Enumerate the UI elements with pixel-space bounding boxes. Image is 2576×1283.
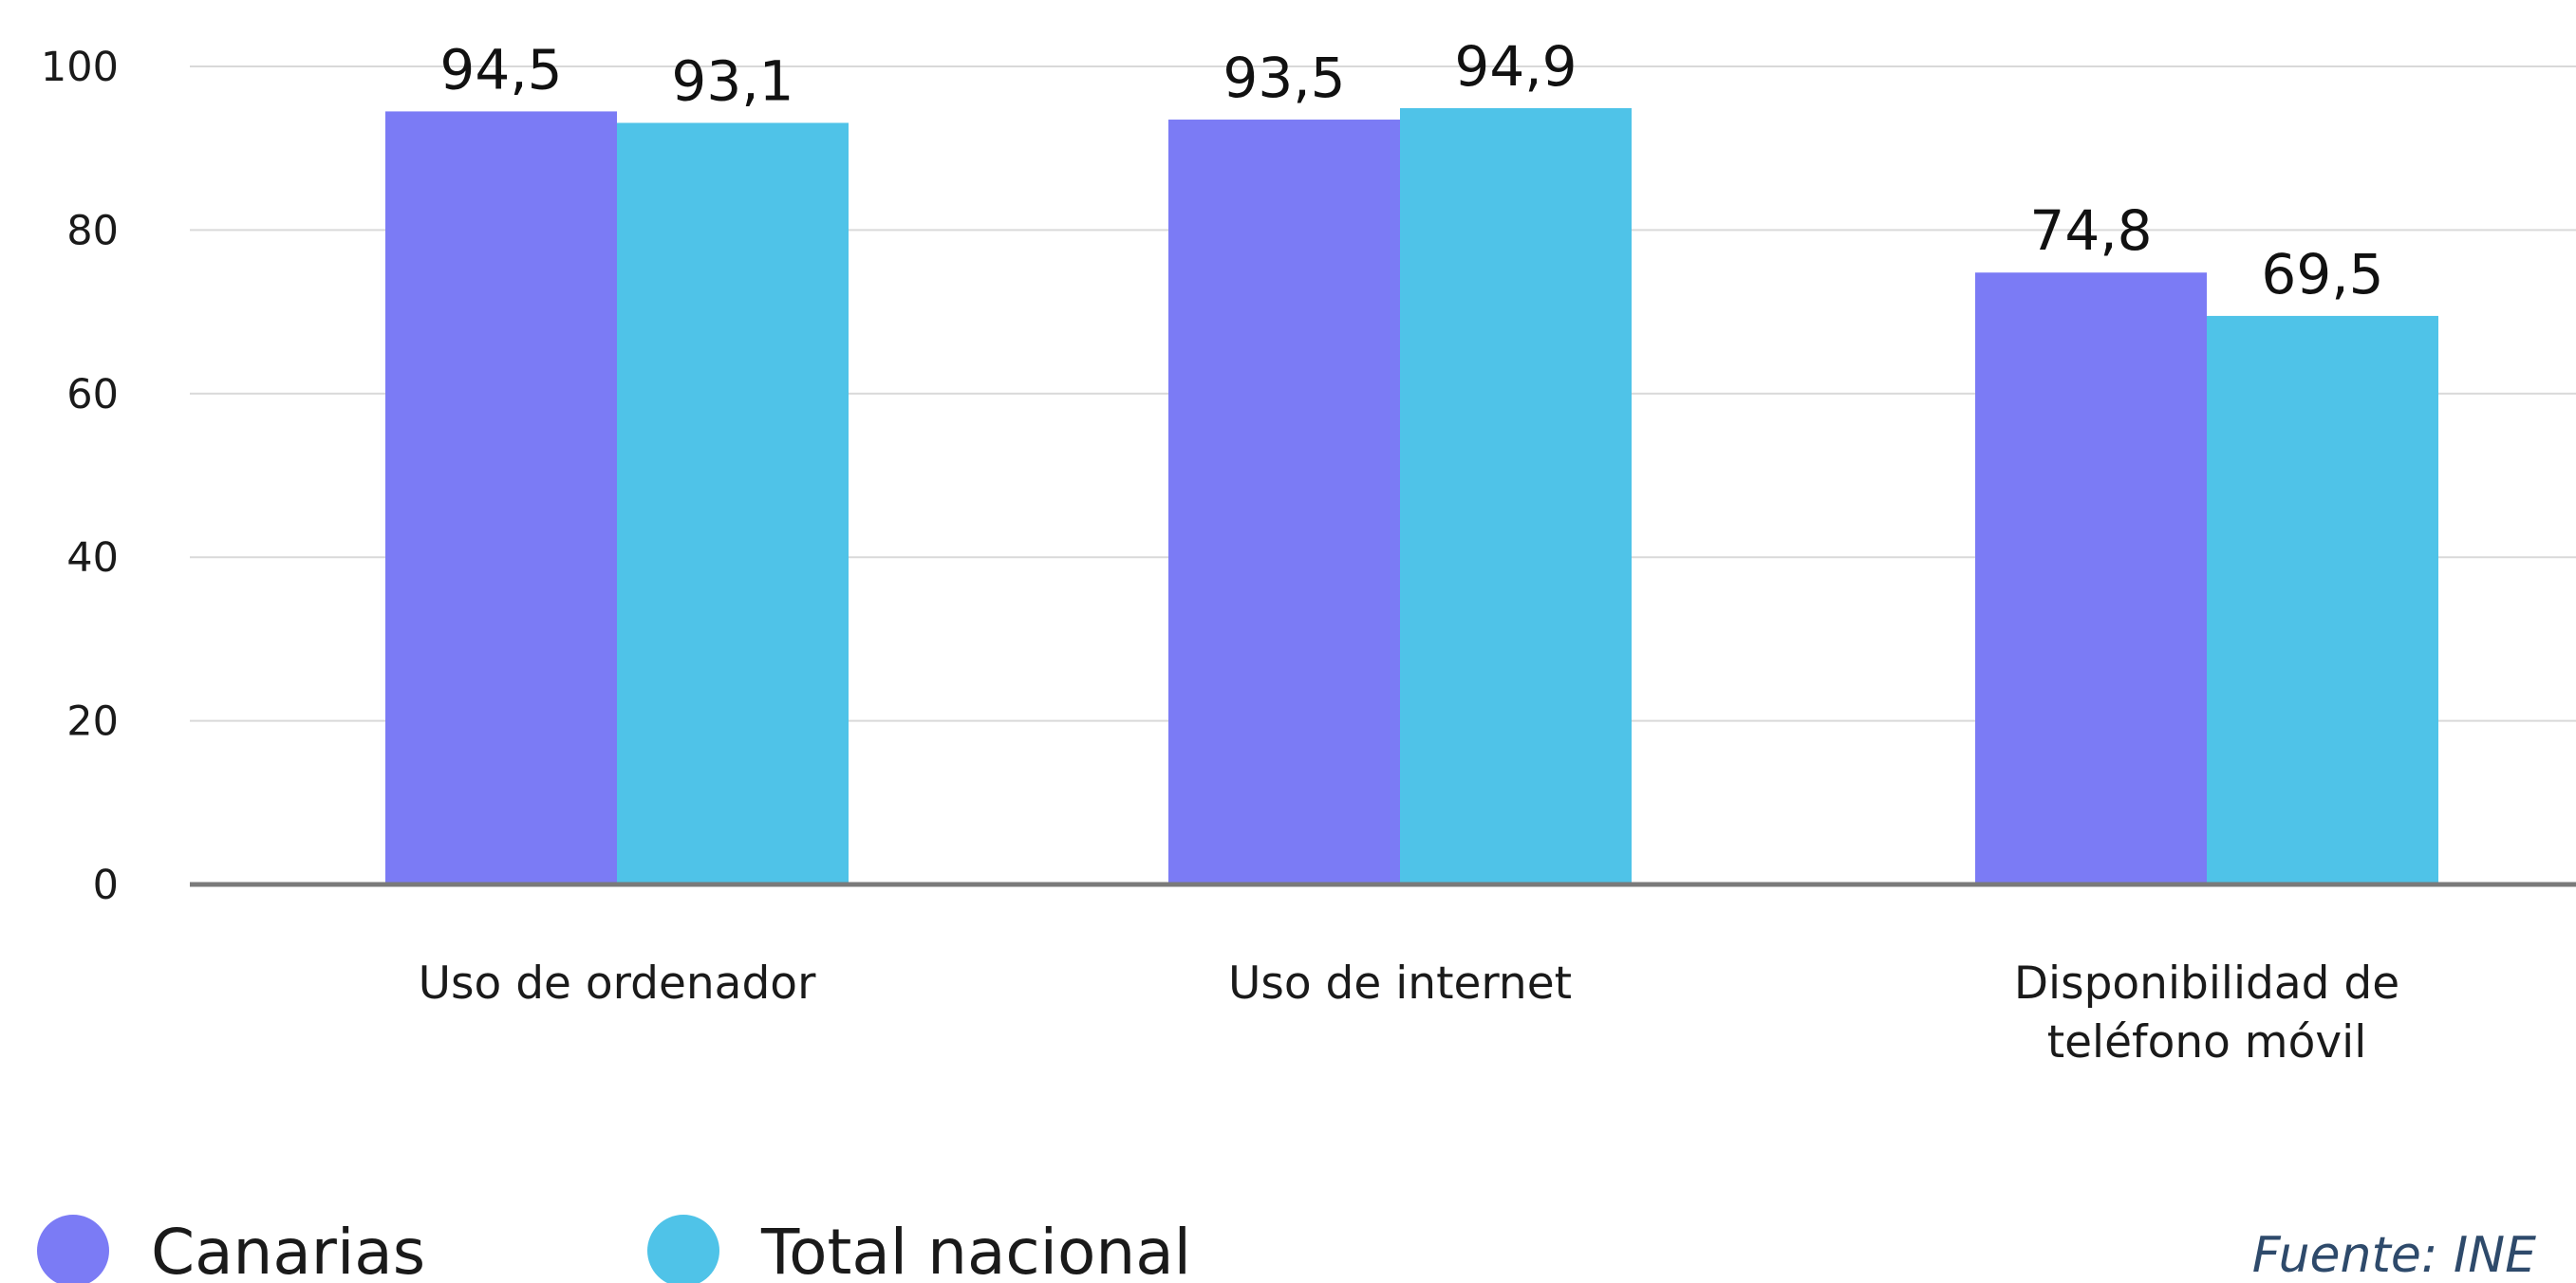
legend-label: Total nacional <box>760 1216 1191 1283</box>
legend-swatch <box>647 1215 719 1283</box>
x-tick-label: Uso de internet <box>1228 958 1572 1010</box>
y-tick-label: 40 <box>66 534 119 582</box>
y-tick-label: 0 <box>93 862 119 909</box>
data-label: 93,5 <box>1223 46 1345 110</box>
bar <box>617 122 849 884</box>
legend-swatch <box>37 1215 109 1283</box>
y-tick-label: 100 <box>41 44 119 91</box>
category-labels: Uso de ordenador Uso de internet Disponibi… <box>419 958 2400 1069</box>
bars <box>385 107 2438 885</box>
data-label: 94,9 <box>1454 34 1577 99</box>
x-tick-label: Uso de ordenador <box>419 958 816 1010</box>
bar <box>1400 107 1632 885</box>
data-label: 94,5 <box>439 37 562 102</box>
bar <box>385 111 617 884</box>
value-labels: 94,5 93,5 74,8 93,1 94,9 69,5 <box>439 34 2383 307</box>
y-tick-label: 60 <box>66 371 119 418</box>
bar <box>1975 272 2207 884</box>
legend-label: Canarias <box>151 1216 425 1283</box>
data-label: 74,8 <box>2029 198 2152 263</box>
y-tick-label: 20 <box>66 698 119 746</box>
x-tick-label: Disponibilidad de teléfono móvil <box>2014 958 2399 1069</box>
legend: Canarias Total nacional <box>37 1215 1191 1283</box>
bar <box>2207 315 2438 884</box>
y-tick-label: 80 <box>66 207 119 254</box>
data-label: 69,5 <box>2261 242 2383 307</box>
y-axis-ticks: 0 20 40 60 80 100 <box>41 44 119 909</box>
bar <box>1168 120 1400 884</box>
data-label: 93,1 <box>671 48 793 113</box>
source-note: Fuente: INE <box>2252 1227 2536 1283</box>
